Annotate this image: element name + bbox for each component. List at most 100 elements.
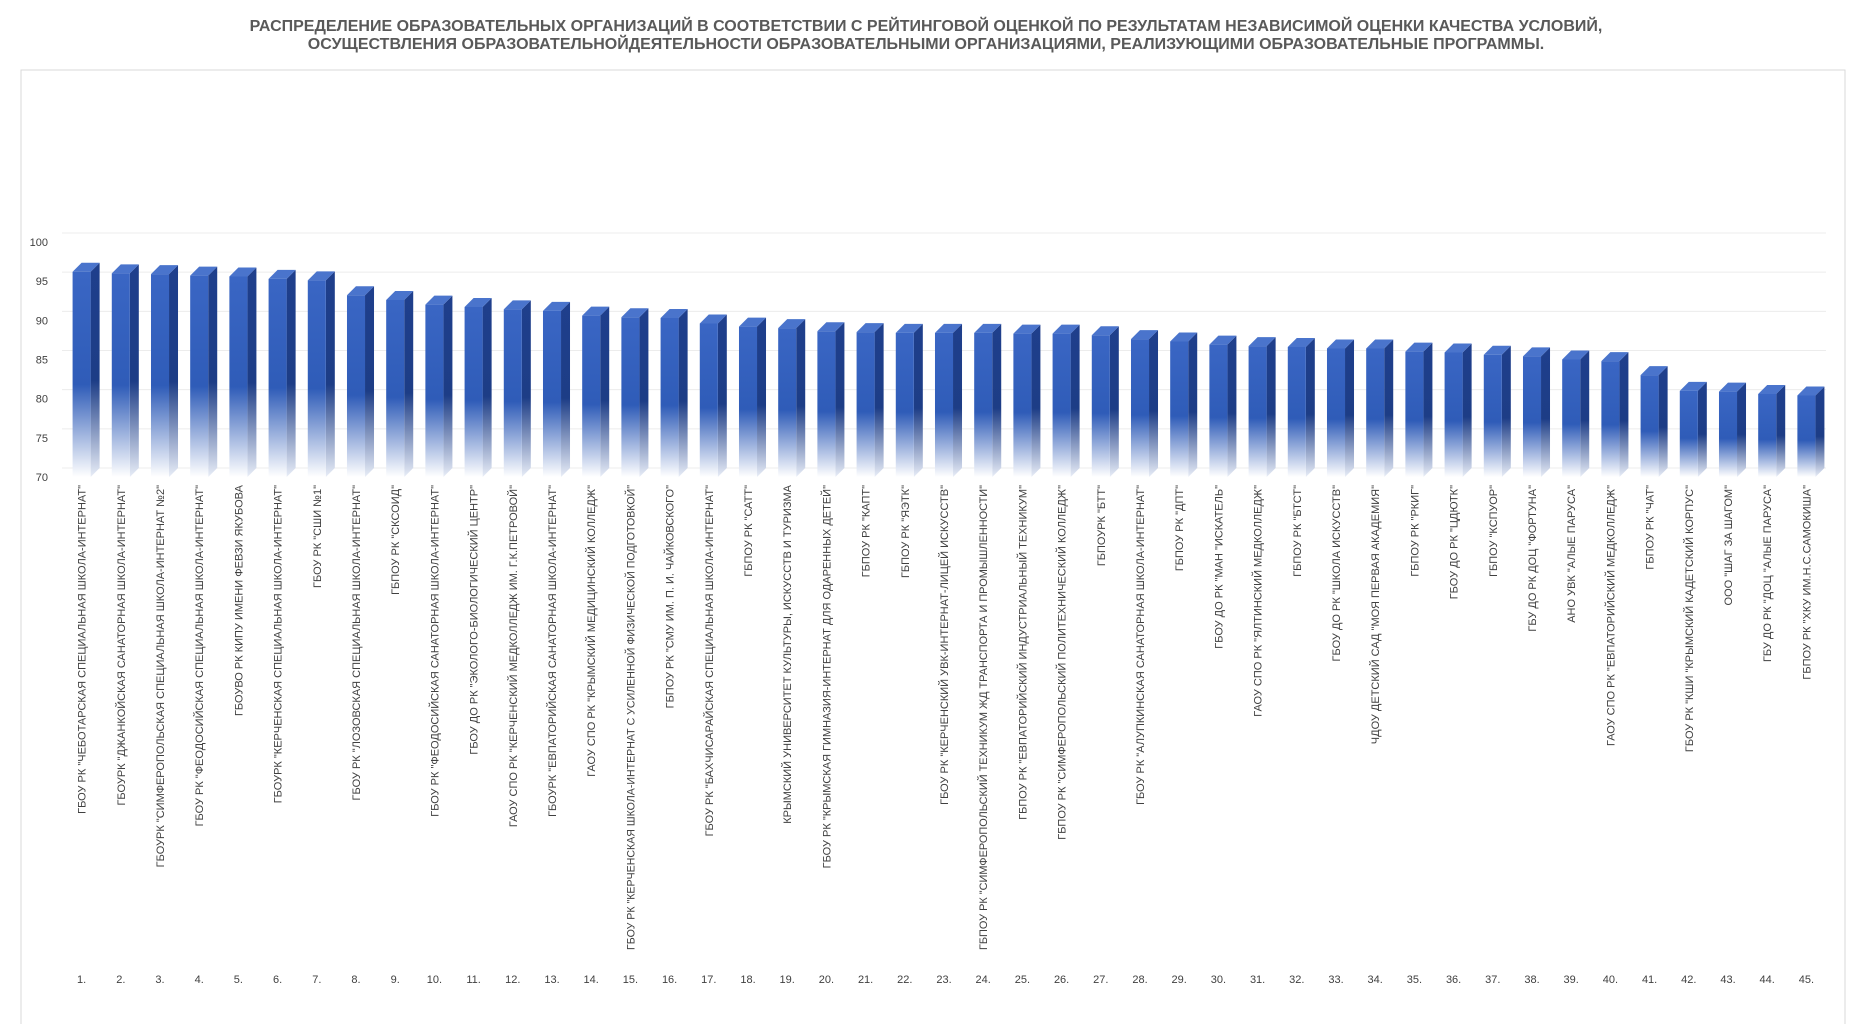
bar-top — [1601, 352, 1629, 362]
bar — [307, 271, 335, 477]
bar-front — [1405, 351, 1424, 477]
category-number: 36. — [1446, 974, 1461, 986]
bar — [1797, 386, 1825, 477]
bar-front — [386, 299, 405, 477]
bar — [1130, 330, 1159, 477]
bar-top — [229, 267, 257, 277]
bar — [778, 319, 806, 477]
bar-front — [425, 304, 444, 477]
bar — [1326, 339, 1355, 477]
bar-side — [600, 306, 610, 477]
y-tick-label: 80 — [36, 394, 48, 406]
bar-top — [72, 262, 100, 272]
bar-side — [1345, 339, 1355, 477]
chart-frame — [20, 69, 1846, 1024]
bar-side — [1697, 381, 1707, 477]
bar — [1444, 343, 1472, 477]
category-number: 23. — [936, 974, 951, 986]
category-number: 44. — [1760, 974, 1775, 986]
category-number: 13. — [544, 974, 559, 986]
bar-front — [778, 328, 797, 477]
bar-top — [1248, 337, 1276, 347]
category-number: 34. — [1368, 974, 1383, 986]
x-tick-label: ГБПОУ РК "РКИГ" — [1409, 485, 1421, 577]
bar — [229, 267, 257, 477]
bar-top — [582, 306, 610, 316]
bar-side — [1109, 326, 1119, 477]
category-number: 10. — [427, 974, 442, 986]
bar — [1405, 342, 1433, 477]
bar-top — [1209, 335, 1237, 345]
bar-side — [1580, 350, 1590, 477]
category-number: 45. — [1799, 974, 1814, 986]
bar — [1366, 339, 1394, 477]
bar-side — [482, 298, 492, 477]
bar-side — [1305, 337, 1315, 477]
x-tick-label: ООО "ШАГ ЗА ШАГОМ" — [1723, 485, 1735, 606]
bar — [503, 300, 531, 477]
x-tick-label: ГБПОУ РК "ДПТ" — [1174, 485, 1186, 571]
category-number: 7. — [312, 974, 321, 986]
bar-top — [150, 265, 179, 275]
bar-front — [738, 326, 758, 477]
bar — [699, 314, 727, 477]
bar — [974, 323, 1002, 477]
bar-front — [72, 271, 91, 477]
bar — [150, 265, 179, 477]
bar-top — [1758, 384, 1786, 394]
bar-top — [817, 322, 845, 332]
bar — [464, 298, 492, 477]
category-number: 30. — [1211, 974, 1226, 986]
x-tick-label: ГБОУ РК "КЕРЧЕНСКИЙ УВК-ИНТЕРНАТ-ЛИЦЕЙ И… — [938, 485, 951, 805]
bar — [542, 301, 571, 477]
bar-top — [660, 308, 688, 318]
y-tick-label: 75 — [36, 433, 48, 445]
bar-top — [1170, 332, 1198, 342]
bar-front — [268, 278, 287, 477]
y-tick-label: 95 — [36, 276, 48, 288]
category-number: 9. — [391, 974, 400, 986]
x-tick-label: ГБПОУ РК "СИМФЕРОПОЛЬСКИЙ ПОЛИТЕХНИЧЕСКИ… — [1056, 485, 1069, 840]
bar — [1758, 384, 1786, 477]
bar-side — [443, 295, 453, 477]
x-tick-label: ГБПОУ РК "КАПТ" — [861, 485, 873, 577]
bar-front — [229, 276, 248, 477]
x-tick-label: АНО УВК "АЛЫЕ ПАРУСА" — [1566, 485, 1578, 623]
bar-front — [503, 309, 522, 477]
bar-side — [90, 262, 100, 477]
x-tick-label: ЧДОУ ДЕТСКИЙ САД "МОЯ ПЕРВАЯ АКАДЕМИЯ" — [1369, 485, 1382, 744]
bar-side — [208, 266, 218, 477]
category-number: 43. — [1720, 974, 1735, 986]
x-tick-label: ГБОУ РК "ЧЕБОТАРСКАЯ СПЕЦИАЛЬНАЯ ШКОЛА-И… — [77, 485, 89, 814]
bar-front — [1170, 341, 1189, 477]
bar — [1718, 382, 1747, 477]
bar — [660, 308, 688, 477]
bar-front — [1013, 333, 1032, 477]
bar — [1601, 352, 1629, 477]
category-number: 15. — [623, 974, 638, 986]
bar-front — [934, 332, 954, 477]
category-number: 11. — [466, 974, 480, 986]
bar — [72, 262, 100, 477]
bar-front — [1483, 354, 1502, 477]
category-number: 37. — [1485, 974, 1500, 986]
category-number: 19. — [780, 974, 795, 986]
category-number: 35. — [1407, 974, 1422, 986]
bar-top — [1679, 381, 1707, 391]
x-tick-label: ГАОУ СПО РК "ЕВПАТОРИЙСКИЙ МЕДКОЛЛЕДЖ" — [1604, 485, 1617, 746]
bar-side — [1619, 352, 1629, 477]
bar-side — [1384, 339, 1394, 477]
bar-top — [1444, 343, 1472, 353]
bar-front — [621, 317, 640, 477]
bar-side — [1462, 343, 1472, 477]
category-number: 28. — [1132, 974, 1147, 986]
category-number: 14. — [584, 974, 599, 986]
bar — [1483, 345, 1511, 477]
x-tick-label: ГБПОУ РК "ЯЭТК" — [900, 485, 912, 578]
bar-top — [1052, 324, 1080, 334]
bar-side — [325, 271, 335, 477]
bar-side — [992, 323, 1002, 477]
bar-top — [778, 319, 806, 329]
bar-front — [582, 315, 601, 477]
bar-top — [503, 300, 531, 310]
